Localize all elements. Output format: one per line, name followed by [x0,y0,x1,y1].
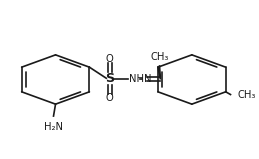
Text: N: N [144,74,151,84]
Text: NH: NH [129,74,144,84]
Text: H₂N: H₂N [44,122,62,132]
Text: S: S [105,72,114,85]
Text: O: O [106,93,114,103]
Text: O: O [106,54,114,64]
Text: CH₃: CH₃ [150,52,169,62]
Text: CH₃: CH₃ [238,90,256,100]
